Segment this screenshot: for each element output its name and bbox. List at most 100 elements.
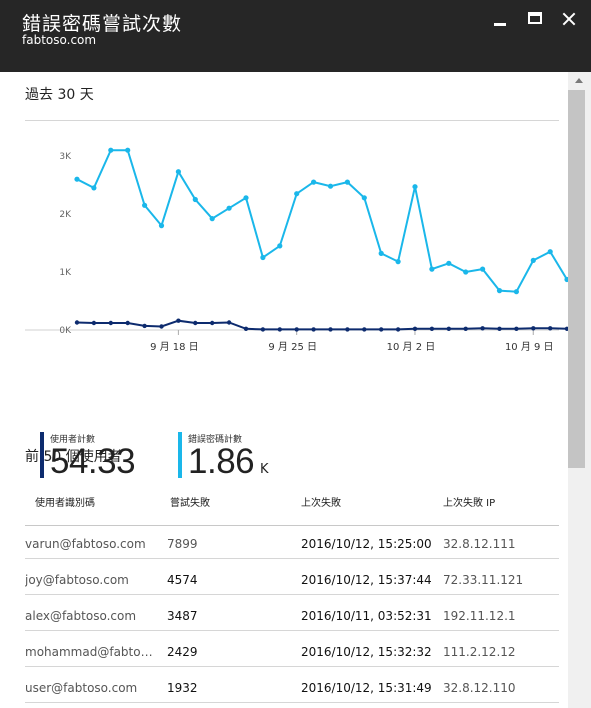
data-point <box>378 250 384 256</box>
data-point <box>210 320 215 326</box>
data-point <box>260 254 266 261</box>
data-point <box>294 327 299 332</box>
data-point <box>328 327 333 332</box>
data-point <box>429 326 435 331</box>
data-point <box>226 320 232 325</box>
data-point <box>158 223 165 229</box>
scrollbar-thumb[interactable] <box>568 90 585 468</box>
cell-last-failure: 2016/10/12, 15:31:49 <box>301 681 432 695</box>
vertical-scrollbar[interactable] <box>568 72 591 708</box>
data-point <box>463 326 468 331</box>
data-point <box>480 326 485 331</box>
data-point <box>311 327 316 332</box>
data-point <box>142 202 148 208</box>
data-point <box>193 320 198 326</box>
data-point <box>564 326 568 331</box>
series-line-1 <box>76 319 568 331</box>
kpi-user-count: 使用者計數 54.33 <box>40 430 170 481</box>
data-point <box>548 326 553 331</box>
column-header-failed-attempts[interactable]: 嘗試失敗 <box>170 498 210 509</box>
data-point <box>344 179 350 185</box>
data-point <box>513 289 520 295</box>
maximize-icon[interactable] <box>524 8 546 30</box>
kpi-color-bar <box>40 432 44 478</box>
data-point <box>311 179 317 185</box>
column-header-last-failure[interactable]: 上次失敗 <box>301 498 341 509</box>
minimize-icon[interactable] <box>489 8 511 30</box>
data-point <box>142 323 147 329</box>
cell-user-id: joy@fabtoso.com <box>25 573 129 587</box>
period-label: 過去 30 天 <box>25 87 94 103</box>
window-subtitle: fabtoso.com <box>22 33 97 47</box>
kpi-failed-password-count: 錯誤密碼計數 1.86 K <box>178 430 318 481</box>
data-point <box>108 147 114 153</box>
kpi-value: 54.33 <box>50 442 136 481</box>
data-point <box>514 326 519 331</box>
cell-failed-attempts: 2429 <box>167 645 198 659</box>
data-point <box>108 320 114 326</box>
data-point <box>159 324 164 329</box>
data-point <box>395 259 401 265</box>
scroll-up-icon[interactable] <box>575 78 583 83</box>
cell-last-failure-ip: 32.8.12.111 <box>443 537 516 551</box>
x-tick-label: 9 月 25 日 <box>268 341 317 353</box>
kpi-label: 使用者計數 <box>50 435 96 445</box>
column-header-user-id[interactable]: 使用者識別碼 <box>35 498 95 509</box>
x-tick-label: 10 月 9 日 <box>505 341 554 353</box>
table-row[interactable]: joy@fabtoso.com 4574 2016/10/12, 15:37:44 7… <box>25 561 559 595</box>
cell-user-id: alex@fabtoso.com <box>25 609 137 623</box>
top-users-title: 前 50 個使用者 <box>25 449 122 465</box>
cell-failed-attempts: 7899 <box>167 537 198 551</box>
cell-last-failure-ip: 72.33.11.121 <box>443 573 524 587</box>
data-point <box>226 205 232 211</box>
data-point <box>547 249 553 255</box>
cell-last-failure-ip: 192.11.12.1 <box>443 609 516 623</box>
data-point <box>412 326 418 331</box>
y-tick-label: 2K <box>59 210 72 220</box>
cell-user-id: mohammad@fabto… <box>25 645 153 659</box>
data-point <box>192 196 198 203</box>
y-tick-label: 1K <box>59 268 72 278</box>
data-point <box>243 326 249 331</box>
data-point <box>125 147 131 153</box>
data-point <box>175 169 181 175</box>
data-point <box>379 327 384 332</box>
data-point <box>125 320 130 326</box>
data-point <box>480 266 486 272</box>
cell-last-failure: 2016/10/12, 15:32:32 <box>301 645 432 659</box>
table-row[interactable]: mohammad@fabto… 2429 2016/10/12, 15:32:32 1… <box>25 633 559 667</box>
table-header: 使用者識別碼 嘗試失敗 上次失敗 上次失敗 IP <box>25 494 559 526</box>
table-row[interactable]: user@fabtoso.com 1932 2016/10/12, 15:31:49… <box>25 669 559 703</box>
data-point <box>412 184 418 190</box>
data-point <box>496 288 503 294</box>
data-point <box>260 327 266 332</box>
data-point <box>209 216 215 222</box>
failed-password-chart[interactable]: 0K 1K 2K 3K 9 月 18 日 9 月 25 日 10 月 2 日 10 月 9 日 <box>0 72 568 372</box>
close-icon[interactable] <box>558 8 580 30</box>
data-point <box>530 257 536 263</box>
series-line-0 <box>76 149 568 293</box>
table-row[interactable]: varun@fabtoso.com 7899 2016/10/12, 15:25:0… <box>25 525 559 559</box>
cell-failed-attempts: 3487 <box>167 609 198 623</box>
data-point <box>294 191 300 197</box>
cell-last-failure: 2016/10/12, 15:25:00 <box>301 537 432 551</box>
data-point <box>362 327 367 332</box>
data-point <box>91 320 97 326</box>
data-point <box>564 276 568 283</box>
data-point <box>277 327 282 332</box>
data-point <box>176 318 181 323</box>
data-point <box>497 326 502 331</box>
data-point <box>395 327 401 332</box>
kpi-value: 1.86 <box>188 442 255 481</box>
column-header-last-failure-ip[interactable]: 上次失敗 IP <box>443 498 496 509</box>
y-tick-label: 0K <box>59 326 72 336</box>
cell-failed-attempts: 4574 <box>167 573 198 587</box>
x-tick-label: 10 月 2 日 <box>387 341 436 353</box>
x-tick-label: 9 月 18 日 <box>150 341 199 353</box>
title-bar: 錯誤密碼嘗試次數 fabtoso.com <box>0 0 591 72</box>
data-point <box>531 326 536 331</box>
table-row[interactable]: alex@fabtoso.com 3487 2016/10/11, 03:52:31… <box>25 597 559 631</box>
data-point <box>327 183 334 189</box>
cell-failed-attempts: 1932 <box>167 681 198 695</box>
window-title: 錯誤密碼嘗試次數 <box>22 13 183 35</box>
